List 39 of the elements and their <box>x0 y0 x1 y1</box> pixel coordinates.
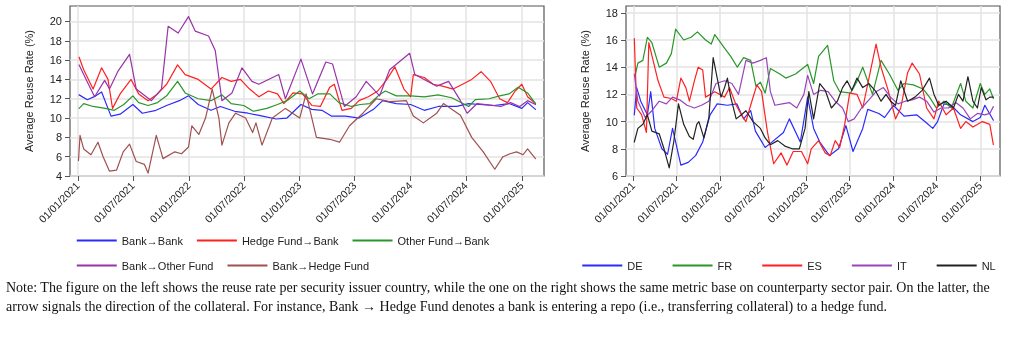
legend-label: NL <box>981 259 996 272</box>
y-tick-label: 18 <box>49 34 62 47</box>
line-series <box>633 38 994 166</box>
legend-label: Other Fund→Bank <box>397 234 490 247</box>
y-tick-label: 12 <box>49 92 62 105</box>
line-series <box>633 57 994 123</box>
y-tick-label: 18 <box>605 6 618 19</box>
legend-label: FR <box>717 259 733 272</box>
line-series <box>78 56 537 111</box>
legend-label: ES <box>807 259 822 272</box>
line-series <box>633 57 994 169</box>
line-series <box>634 28 994 109</box>
line-series <box>78 16 537 114</box>
y-tick-label: 8 <box>611 142 618 155</box>
y-tick-label: 12 <box>605 88 618 101</box>
y-tick-label: 6 <box>55 150 62 163</box>
y-tick-label: 14 <box>49 73 62 86</box>
line-series <box>633 87 994 166</box>
legend-label: Bank→Bank <box>121 234 184 247</box>
y-tick-label: 20 <box>49 15 62 28</box>
line-series <box>77 88 537 174</box>
y-tick-label: 10 <box>49 112 62 125</box>
legend-label: Hedge Fund→Bank <box>241 234 340 247</box>
y-axis-title: Average Reuse Rate (%) <box>578 29 591 153</box>
y-tick-label: 8 <box>55 131 62 144</box>
legend-label: Bank→Hedge Fund <box>272 259 370 272</box>
text: Note: The figure on the left shows the reuse rate per security issuer country, while the one on the right shows the same metric base on counterparty sector pair. On the latter, the arrow signals the direction of the collateral. For instance, Bank → Hedge Fund denotes a bank is entering a repo (i.e., transferring collateral) to a hedge fund. <box>5 279 991 316</box>
y-tick-label: 10 <box>605 115 618 128</box>
legend-label: DE <box>627 259 643 272</box>
line-series <box>78 91 537 120</box>
line-series <box>78 80 537 112</box>
legend-label: Bank→Other Fund <box>121 259 214 272</box>
legend-label: IT <box>896 259 907 272</box>
y-tick-label: 14 <box>605 61 618 74</box>
y-tick-label: 6 <box>611 170 618 182</box>
y-axis-title: Average Reuse Rate (%) <box>22 29 35 153</box>
y-tick-label: 16 <box>605 34 618 46</box>
y-tick-label: 4 <box>55 170 62 182</box>
y-tick-label: 16 <box>49 54 62 67</box>
